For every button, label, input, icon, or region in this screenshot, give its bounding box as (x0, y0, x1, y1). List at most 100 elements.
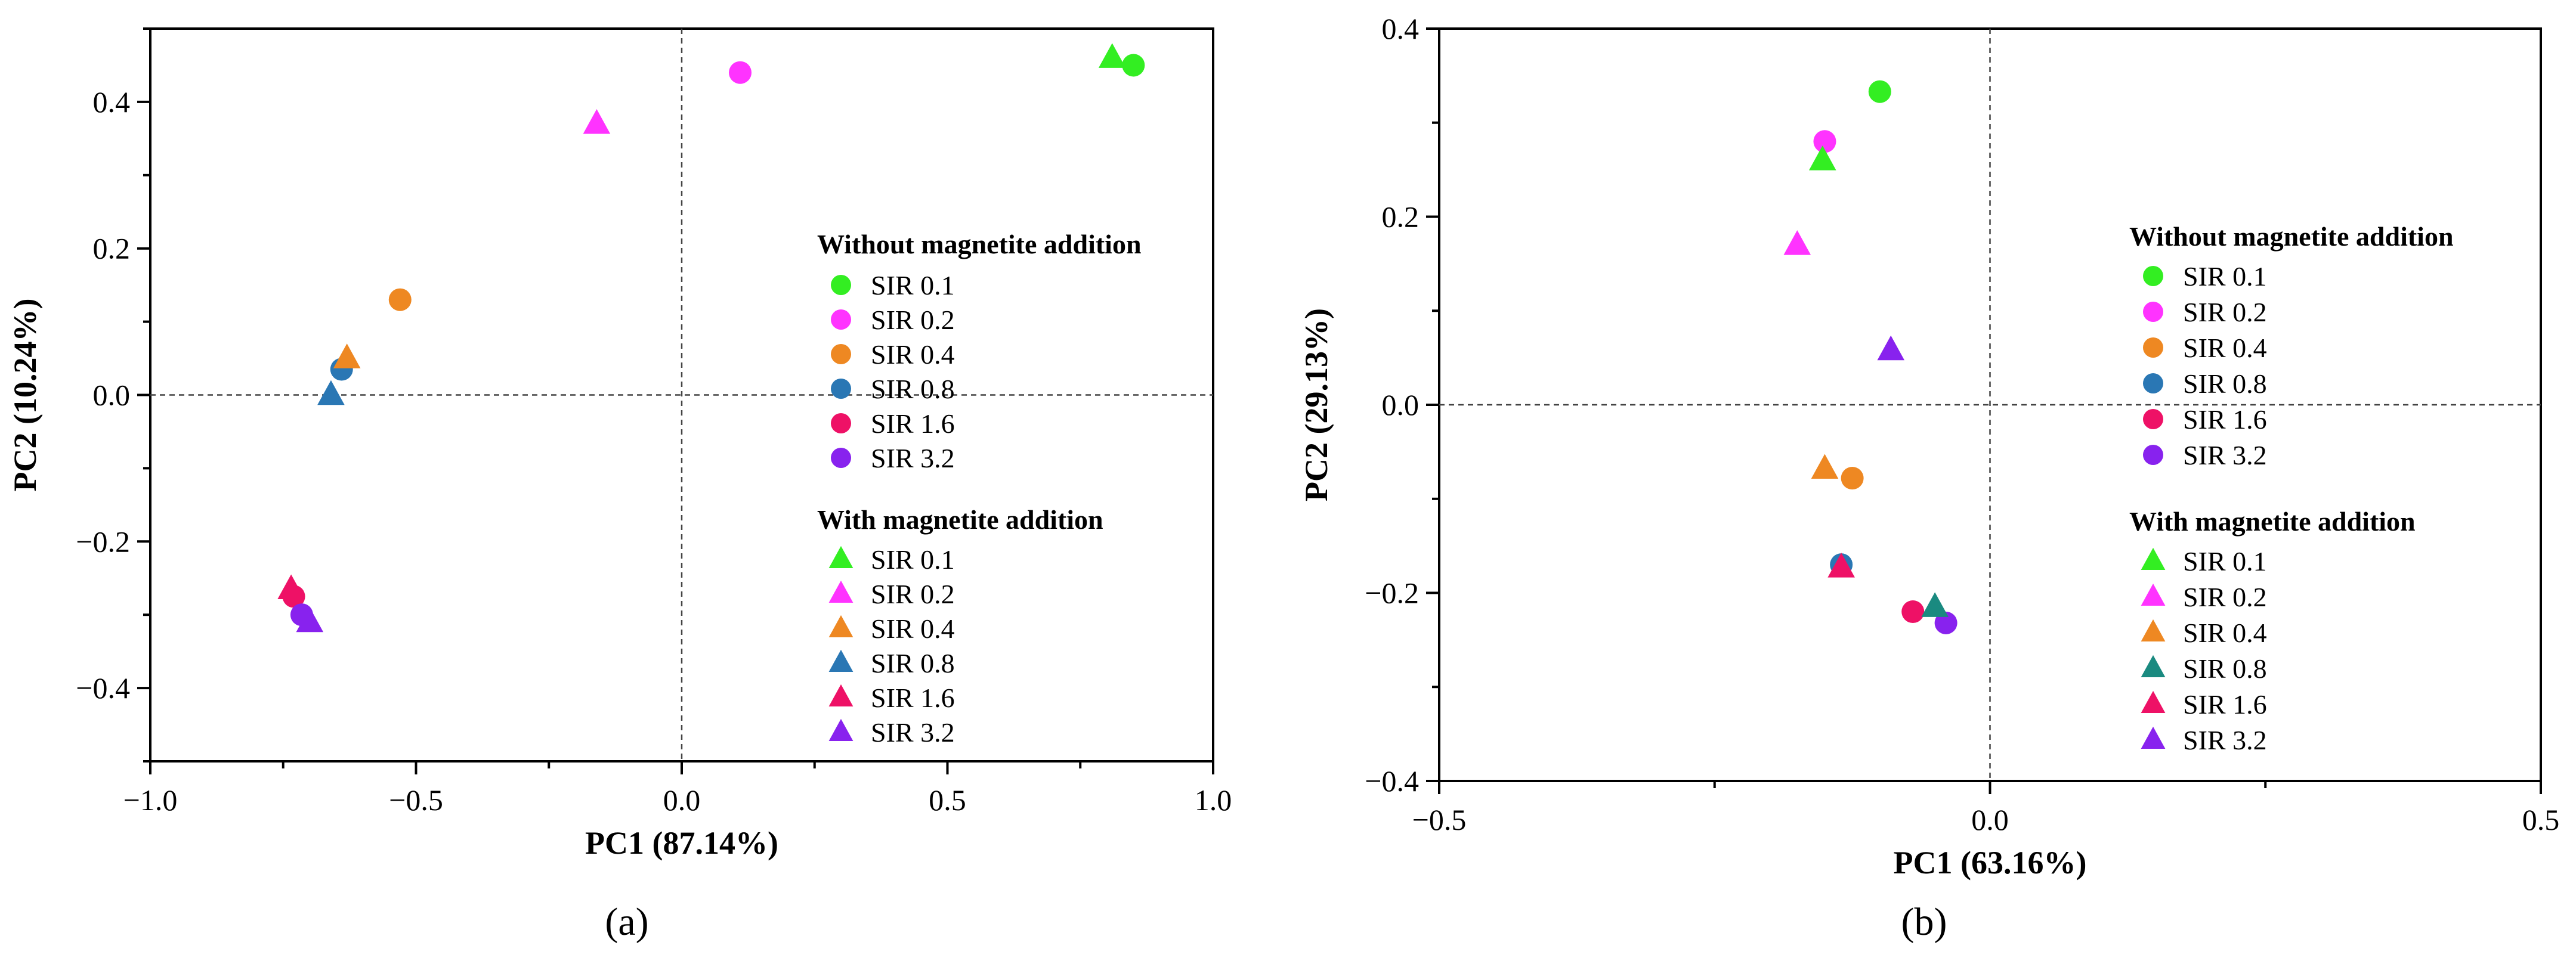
data-point (317, 380, 345, 405)
data-point (333, 343, 361, 368)
x-axis-title: PC1 (87.14%) (585, 825, 778, 861)
legend-label: SIR 0.4 (871, 339, 955, 370)
legend-marker (831, 309, 851, 330)
legend-label: SIR 0.1 (2183, 261, 2267, 292)
x-tick-label: −0.5 (1412, 803, 1467, 836)
legend-label: SIR 0.1 (871, 270, 955, 300)
legend-marker (831, 413, 851, 433)
legend: Without magnetite addition SIR 0.1 SIR 0.2… (817, 229, 1142, 748)
x-tick-label: 0.5 (2522, 803, 2560, 836)
legend-marker (831, 448, 851, 468)
legend: Without magnetite addition SIR 0.1 SIR 0.2… (2129, 221, 2454, 755)
legend-label: SIR 0.4 (2183, 618, 2267, 648)
y-tick-label: −0.4 (76, 671, 130, 705)
data-point (1934, 611, 1957, 634)
legend-label: SIR 0.2 (871, 305, 955, 335)
y-tick-label: 0.2 (93, 232, 131, 265)
legend-group-heading: With magnetite addition (817, 504, 1103, 535)
legend-marker (828, 615, 853, 637)
y-tick-label: −0.4 (1365, 764, 1419, 798)
legend-marker (2141, 690, 2166, 713)
x-tick-label: −1.0 (123, 783, 178, 817)
legend-label: SIR 0.4 (2183, 333, 2267, 363)
data-point (277, 574, 305, 599)
legend-group-heading: With magnetite addition (2129, 506, 2416, 537)
data-point (1122, 54, 1145, 77)
legend-label: SIR 0.8 (871, 648, 955, 678)
legend-marker (831, 275, 851, 295)
data-point (1808, 145, 1836, 171)
legend-label: SIR 0.4 (871, 613, 955, 644)
data-point (1841, 467, 1864, 490)
legend-label: SIR 0.1 (2183, 546, 2267, 576)
legend-label: SIR 0.1 (871, 544, 955, 575)
data-point (1921, 592, 1949, 617)
x-tick-label: 0.0 (663, 783, 701, 817)
data-point (1901, 600, 1925, 624)
legend-marker (2141, 547, 2166, 570)
legend-marker (828, 718, 853, 741)
y-tick-label: −0.2 (76, 525, 130, 558)
x-tick-label: −0.5 (389, 783, 443, 817)
legend-label: SIR 0.2 (2183, 297, 2267, 327)
legend-label: SIR 0.8 (2183, 653, 2267, 684)
legend-marker (2143, 337, 2163, 358)
legend-label: SIR 1.6 (871, 683, 955, 713)
y-axis-title: PC2 (10.24%) (7, 299, 43, 492)
legend-marker (828, 684, 853, 706)
legend-marker (2143, 445, 2163, 465)
legend-label: SIR 3.2 (2183, 440, 2267, 470)
data-point (296, 607, 324, 633)
legend-marker (2141, 619, 2166, 641)
legend-marker (2143, 266, 2163, 286)
data-point (583, 109, 611, 134)
legend-label: SIR 1.6 (2183, 689, 2267, 720)
legend-marker (828, 649, 853, 672)
y-axis-title: PC2 (29.13%) (1298, 308, 1334, 501)
legend-label: SIR 0.2 (871, 579, 955, 609)
chart-panel-b: −0.5 0.0 0.5 −0.4 −0.2 0.0 0.2 0.4 PC1 (63.16%) P… (1298, 12, 2559, 881)
data-point (1813, 130, 1836, 153)
y-tick-label: 0.4 (1382, 12, 1420, 45)
legend-marker (828, 545, 853, 568)
legend-marker (2143, 373, 2163, 393)
y-tick-label: 0.4 (93, 85, 131, 119)
legend-label: SIR 3.2 (871, 717, 955, 748)
legend-label: SIR 1.6 (871, 408, 955, 439)
legend-marker (2141, 655, 2166, 677)
data-point (1877, 335, 1905, 361)
legend-marker (2141, 726, 2166, 749)
x-tick-label: 0.5 (929, 783, 966, 817)
data-point (388, 288, 412, 311)
data-point (1827, 553, 1855, 578)
data-point (1868, 80, 1891, 103)
y-tick-label: 0.2 (1382, 200, 1420, 234)
legend-group-heading: Without magnetite addition (2129, 221, 2454, 252)
legend-label: SIR 0.8 (871, 374, 955, 404)
legend-label: SIR 0.8 (2183, 368, 2267, 399)
data-point (729, 61, 752, 84)
legend-marker (831, 379, 851, 399)
panel-label: (a) (605, 900, 648, 944)
x-tick-label: 0.0 (1971, 803, 2009, 836)
x-tick-label: 1.0 (1195, 783, 1232, 817)
data-point (1811, 454, 1839, 479)
data-point (1783, 230, 1811, 255)
legend-marker (831, 344, 851, 364)
legend-marker (2143, 302, 2163, 322)
legend-marker (2141, 583, 2166, 606)
panel-label: (b) (1901, 900, 1947, 944)
y-tick-label: 0.0 (93, 379, 131, 412)
legend-label: SIR 0.2 (2183, 582, 2267, 612)
legend-group-heading: Without magnetite addition (817, 229, 1142, 259)
x-axis-title: PC1 (63.16%) (1894, 845, 2087, 881)
chart-panel-a: −1.0 −0.5 0.0 0.5 1.0 −0.4 −0.2 0.0 0.2 0.4 PC1 (8… (7, 27, 1232, 861)
y-tick-label: 0.0 (1382, 388, 1420, 421)
data-point (1098, 43, 1126, 68)
legend-marker (828, 580, 853, 603)
legend-label: SIR 3.2 (2183, 725, 2267, 755)
legend-label: SIR 3.2 (871, 443, 955, 473)
y-tick-label: −0.2 (1365, 576, 1419, 610)
legend-marker (2143, 409, 2163, 429)
